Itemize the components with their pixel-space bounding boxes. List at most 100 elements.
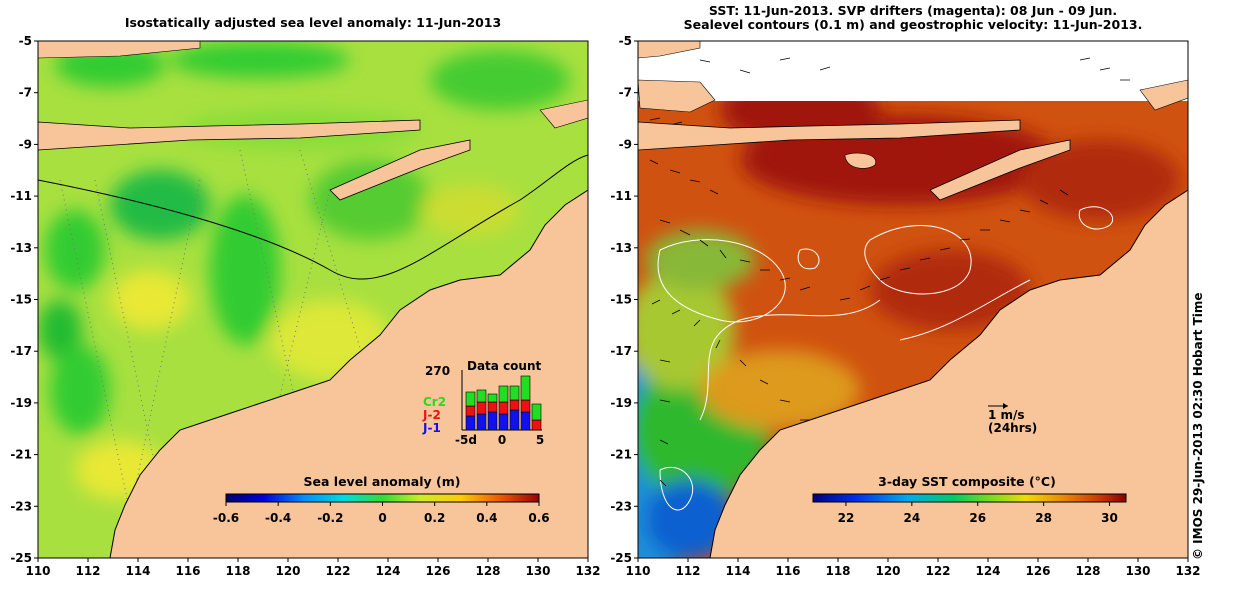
right-panel-title-line2: Sealevel contours (0.1 m) and geostrophi… [683, 17, 1143, 32]
scale-arrow-head [1003, 403, 1008, 409]
colorbar-tick-label: 0.6 [528, 511, 549, 525]
lon-tick-label: 124 [975, 564, 1000, 578]
lat-tick-label: -15 [10, 293, 32, 307]
lon-tick-label: 126 [425, 564, 450, 578]
inset-bar-j1 [520, 411, 531, 431]
inset-bar-cr2 [531, 403, 542, 421]
lon-tick-label: 120 [275, 564, 300, 578]
altimeter-ground-tracks [59, 149, 401, 558]
inset-bar-j2 [476, 401, 487, 415]
right-panel-title-line1: SST: 11-Jun-2013. SVP drifters (magenta)… [708, 3, 1118, 18]
lon-tick-label: 124 [375, 564, 400, 578]
inset-bar-j1 [509, 409, 520, 431]
sst-timor-island [929, 139, 1071, 201]
lon-tick-label: 116 [175, 564, 200, 578]
lon-tick-label: 112 [75, 564, 100, 578]
lat-tick-label: -11 [610, 189, 632, 203]
sst-map [638, 41, 1188, 558]
lon-tick-label: 116 [775, 564, 800, 578]
inset-bar-j2 [509, 399, 520, 411]
inset-bar-j2 [531, 419, 542, 431]
inset-bar-j2 [498, 401, 509, 415]
inset-bar-cr2 [509, 385, 520, 401]
sla-colorbar-label: Sea level anomaly (m) [304, 474, 461, 489]
lon-tick-label: 114 [125, 564, 150, 578]
inset-bar-cr2 [487, 393, 498, 403]
lon-tick-label: 126 [1025, 564, 1050, 578]
map-axis-ticks: 110 112 114 116 118 120 122 124 126 128 130 132 -5 -7… [10, 34, 1200, 578]
lat-tick-label: -25 [610, 551, 632, 565]
sst-colorbar-gradient [812, 493, 1127, 503]
sst-colorbar: 3-day SST composite (°C) 22 24 26 28 30 [812, 474, 1127, 525]
lon-tick-label: 128 [475, 564, 500, 578]
lon-tick-label: 130 [1125, 564, 1150, 578]
sla-island-chain [38, 119, 421, 151]
sla-colorbar: Sea level anomaly (m) -0.6 -0.4 -0.2 0 0.2 0.… [213, 474, 550, 525]
inset-legend-j-2: J-2 [422, 408, 441, 422]
lat-tick-label: -23 [610, 499, 632, 513]
inset-x-tick-label: -5d [455, 433, 477, 447]
lon-tick-label: 132 [1175, 564, 1200, 578]
colorbar-tick-label: -0.6 [213, 511, 239, 525]
sst-north-coast [638, 41, 701, 59]
lon-tick-label: 118 [825, 564, 850, 578]
colorbar-tick-label: 30 [1101, 511, 1118, 525]
sst-australia-landmass [709, 189, 1188, 558]
inset-title: Data count [467, 359, 542, 373]
lon-tick-label: 132 [575, 564, 600, 578]
lat-tick-label: -11 [10, 189, 32, 203]
velocity-scale: 1 m/s (24hrs) [988, 403, 1037, 435]
sst-northwest-island [638, 79, 716, 113]
lon-tick-label: 118 [225, 564, 250, 578]
lon-tick-label: 122 [325, 564, 350, 578]
colorbar-tick-label: 0.4 [476, 511, 497, 525]
inset-legend-cr2: Cr2 [423, 395, 446, 409]
sla-australia-landmass [109, 189, 588, 558]
lat-tick-label: -13 [10, 241, 32, 255]
inset-legend-j-1: J-1 [422, 421, 441, 435]
lat-tick-label: -23 [10, 499, 32, 513]
sla-northeast-island [539, 99, 588, 129]
lat-tick-label: -9 [619, 137, 632, 151]
inset-bar-j2 [487, 401, 498, 413]
lon-tick-label: 114 [725, 564, 750, 578]
lat-tick-label: -15 [610, 293, 632, 307]
inset-x-tick-label: 5 [536, 433, 544, 447]
inset-bar-j1 [487, 411, 498, 431]
lon-tick-label: 120 [875, 564, 900, 578]
credit-line: © IMOS 29-Jun-2013 02:30 Hobart Time [1191, 292, 1205, 560]
colorbar-tick-label: 24 [903, 511, 920, 525]
lat-tick-label: -21 [610, 448, 632, 462]
colorbar-tick-label: 28 [1035, 511, 1052, 525]
lon-tick-label: 122 [925, 564, 950, 578]
colorbar-tick-label: -0.2 [317, 511, 343, 525]
sst-colorbar-label: 3-day SST composite (°C) [878, 474, 1056, 489]
sla-map [38, 41, 588, 558]
lat-tick-label: -17 [610, 344, 632, 358]
lon-tick-label: 130 [525, 564, 550, 578]
inset-bar-j1 [476, 413, 487, 431]
scale-arrow-speed: 1 m/s [988, 408, 1025, 422]
sla-anomaly-field [38, 42, 570, 500]
lat-tick-label: -25 [10, 551, 32, 565]
inset-bar-j2 [465, 405, 476, 417]
inset-bar-cr2 [520, 375, 531, 401]
lon-tick-label: 110 [25, 564, 50, 578]
colorbar-tick-label: -0.4 [265, 511, 291, 525]
inset-x-tick-label: 0 [498, 433, 506, 447]
sla-colorbar-gradient [225, 493, 540, 503]
lon-tick-label: 128 [1075, 564, 1100, 578]
lon-tick-label: 110 [625, 564, 650, 578]
colorbar-tick-label: 0 [378, 511, 386, 525]
inset-bar-j1 [498, 413, 509, 431]
lon-tick-label: 112 [675, 564, 700, 578]
sst-northeast-island [1139, 79, 1188, 111]
inset-bar-cr2 [498, 385, 509, 403]
left-panel-title: Isostatically adjusted sea level anomaly… [124, 15, 502, 30]
sst-small-island [844, 152, 877, 169]
lat-tick-label: -7 [19, 86, 32, 100]
sla-north-coast [38, 41, 201, 59]
